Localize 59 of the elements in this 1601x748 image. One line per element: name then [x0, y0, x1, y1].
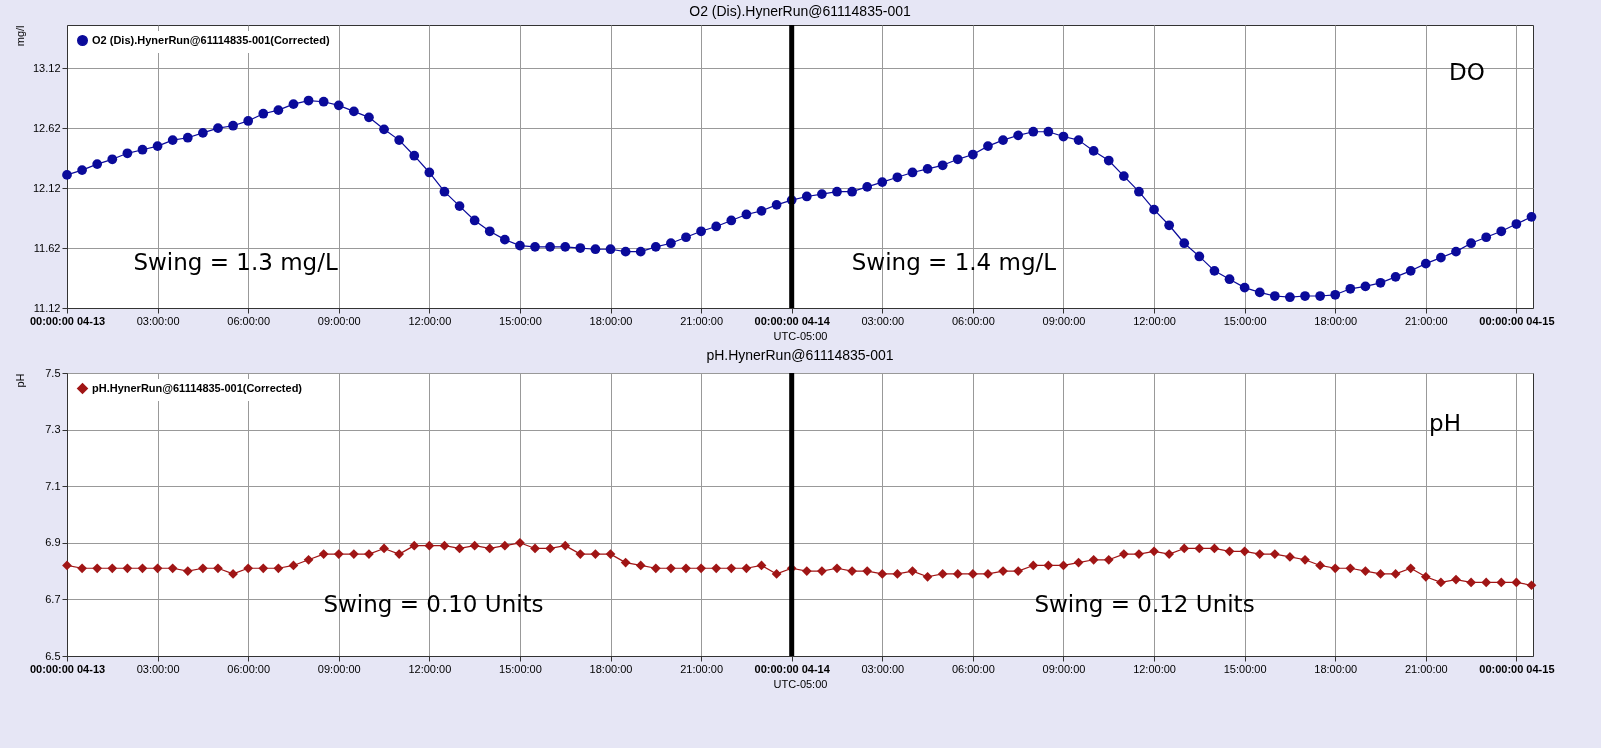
- y-tick-label: 6.7: [45, 592, 61, 605]
- x-tick-label: 21:00:00: [680, 314, 724, 327]
- x-tick-label: 00:00:00 04-15: [1479, 314, 1555, 327]
- x-tick-label: 03:00:00: [136, 314, 180, 327]
- x-tick-label: 18:00:00: [1314, 662, 1358, 675]
- legend-label: O2 (Dis).HynerRun@61114835-001(Corrected): [92, 33, 330, 46]
- x-tick-label: 03:00:00: [861, 662, 905, 675]
- y-tick-label: 12.62: [32, 121, 61, 134]
- x-tick-label: 06:00:00: [951, 662, 995, 675]
- x-tick-label: 18:00:00: [589, 662, 633, 675]
- x-tick-label: 09:00:00: [1042, 662, 1086, 675]
- y-tick-label: 12.12: [32, 181, 61, 194]
- x-tick-label: 09:00:00: [317, 314, 361, 327]
- x-tick-label: 00:00:00 04-13: [29, 662, 106, 675]
- x-tick-label: 15:00:00: [1223, 662, 1267, 675]
- x-tick-label: 03:00:00: [861, 314, 905, 327]
- chart-title: pH.HynerRun@61114835-001: [706, 347, 894, 363]
- x-tick-label: 15:00:00: [1223, 314, 1267, 327]
- x-tick-label: 00:00:00 04-13: [29, 314, 106, 327]
- annotation: Swing = 0.12 Units: [1034, 591, 1255, 618]
- x-tick-label: 06:00:00: [227, 314, 271, 327]
- x-tick-label: 12:00:00: [408, 662, 452, 675]
- x-tick-label: 00:00:00 04-15: [1479, 662, 1555, 675]
- y-tick-label: 7.5: [45, 366, 61, 379]
- x-tick-label: 09:00:00: [1042, 314, 1086, 327]
- x-tick-label: 00:00:00 04-14: [754, 662, 831, 675]
- x-tick-label: 12:00:00: [1133, 314, 1176, 327]
- x-tick-label: 18:00:00: [589, 314, 633, 327]
- y-tick-label: 11.62: [33, 241, 61, 254]
- y-tick-label: 11.12: [33, 301, 61, 314]
- chart-title: O2 (Dis).HynerRun@61114835-001: [689, 2, 911, 19]
- x-tick-label: 06:00:00: [227, 662, 271, 675]
- x-tick-label: 03:00:00: [136, 662, 180, 675]
- annotation: Swing = 0.10 Units: [323, 591, 544, 618]
- y-tick-label: 6.9: [45, 536, 61, 549]
- annotation: Swing = 1.4 mg/L: [851, 248, 1057, 275]
- annotation: pH: [1429, 409, 1461, 436]
- x-tick-label: 09:00:00: [317, 662, 361, 675]
- y-tick-label: 6.5: [45, 649, 61, 662]
- x-tick-label: 15:00:00: [499, 662, 542, 675]
- x-tick-label: 06:00:00: [951, 314, 995, 327]
- x-tick-label: 21:00:00: [680, 662, 724, 675]
- y-tick-label: 7.3: [45, 423, 61, 436]
- y-axis-title: pH: [13, 373, 26, 388]
- y-tick-label: 13.12: [32, 61, 61, 74]
- x-tick-label: 18:00:00: [1314, 314, 1358, 327]
- x-tick-label: 21:00:00: [1404, 662, 1448, 675]
- x-tick-label: 12:00:00: [1133, 662, 1176, 675]
- x-tick-label: 21:00:00: [1404, 314, 1448, 327]
- legend-label: pH.HynerRun@61114835-001(Corrected): [92, 381, 303, 394]
- x-axis-title: UTC-05:00: [773, 677, 828, 690]
- y-tick-label: 7.1: [45, 479, 61, 492]
- x-tick-label: 15:00:00: [499, 314, 542, 327]
- annotation: Swing = 1.3 mg/L: [133, 248, 338, 275]
- x-axis-title: UTC-05:00: [773, 329, 828, 342]
- y-axis-title: mg/l: [13, 25, 26, 47]
- annotation: DO: [1449, 59, 1485, 86]
- x-tick-label: 00:00:00 04-14: [754, 314, 831, 327]
- x-tick-label: 12:00:00: [408, 314, 452, 327]
